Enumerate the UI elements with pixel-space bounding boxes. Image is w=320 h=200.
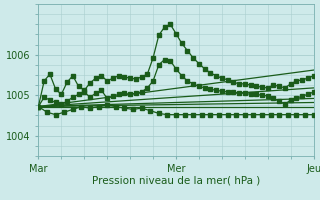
X-axis label: Pression niveau de la mer( hPa ): Pression niveau de la mer( hPa ): [92, 175, 260, 185]
